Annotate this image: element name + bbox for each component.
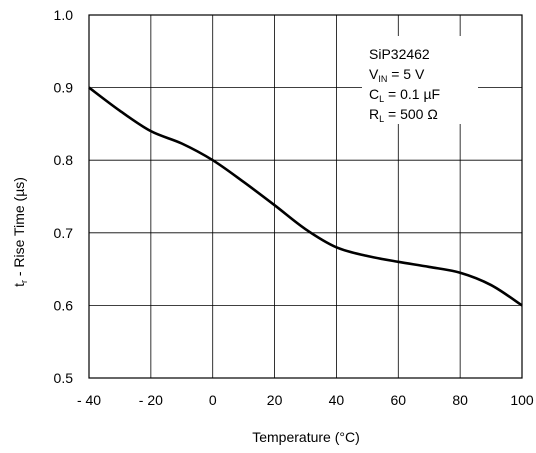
annotation-box: SiP32462 VIN = 5 V CL = 0.1 µF RL = 500 … [362, 36, 478, 124]
x-tick-label: 40 [329, 392, 345, 408]
plot-frame [88, 14, 523, 379]
series-layer [88, 86, 523, 307]
annotation-line-cl: CL = 0.1 µF [369, 86, 440, 104]
series-line-rise-time [88, 86, 523, 307]
y-axis-title: tr - Rise Time (µs) [11, 177, 29, 287]
x-tick-label: 80 [452, 392, 468, 408]
x-tick-label: - 20 [139, 392, 163, 408]
x-tick-labels: - 40 - 20 0 20 40 60 80 100 [77, 392, 534, 408]
x-tick-label: 100 [510, 392, 534, 408]
y-tick-label: 0.8 [54, 152, 74, 168]
y-tick-label: 0.7 [54, 225, 74, 241]
x-tick-label: 20 [267, 392, 283, 408]
annotation-background [362, 36, 478, 124]
x-tick-label: 60 [390, 392, 406, 408]
x-tick-label: 0 [209, 392, 217, 408]
y-tick-labels: 0.5 0.6 0.7 0.8 0.9 1.0 [54, 7, 74, 386]
y-tick-label: 0.9 [54, 80, 74, 96]
annotation-part: SiP32462 [369, 46, 430, 62]
annotation-line-rl: RL = 500 Ω [369, 106, 438, 124]
y-tick-label: 0.6 [54, 297, 74, 313]
annotation-line-vin: VIN = 5 V [369, 66, 425, 84]
y-tick-label: 0.5 [54, 370, 74, 386]
x-tick-label: - 40 [77, 392, 101, 408]
y-tick-label: 1.0 [54, 7, 74, 23]
x-axis-title: Temperature (°C) [252, 429, 360, 445]
